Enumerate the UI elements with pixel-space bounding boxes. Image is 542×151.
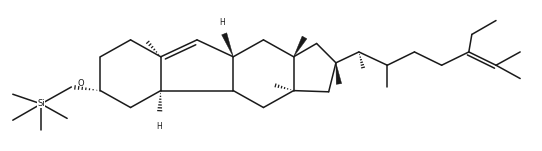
Polygon shape	[222, 33, 233, 57]
Text: O: O	[78, 79, 85, 88]
Polygon shape	[294, 36, 307, 57]
Text: Si: Si	[37, 99, 45, 108]
Text: H: H	[220, 18, 225, 27]
Text: H: H	[157, 122, 163, 131]
Polygon shape	[336, 63, 341, 84]
